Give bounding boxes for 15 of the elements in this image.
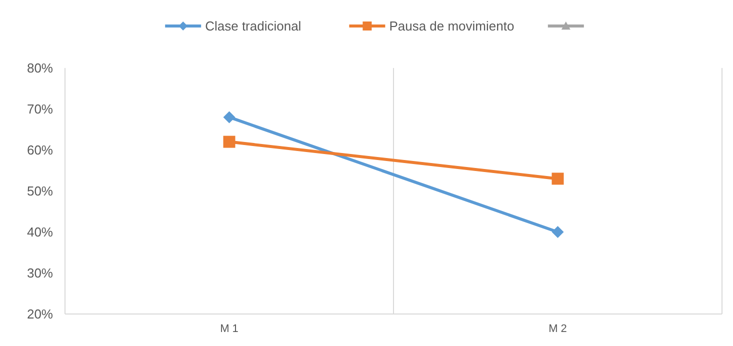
y-tick-label: 70% xyxy=(26,102,54,117)
y-tick-label: 20% xyxy=(26,306,54,322)
point xyxy=(552,172,564,185)
y-tick-label: 30% xyxy=(26,266,54,281)
point xyxy=(552,226,564,238)
legend-label: Clase tradicional xyxy=(205,18,302,34)
point xyxy=(223,136,236,148)
x-tick-label: M 2 xyxy=(548,323,567,335)
point xyxy=(223,111,236,124)
y-tick-label: 40% xyxy=(26,224,54,240)
x-tick-label: M 1 xyxy=(220,323,238,335)
y-tick-label: 60% xyxy=(26,142,54,158)
y-tick-label: 80% xyxy=(26,60,54,76)
y-tick-label: 50% xyxy=(26,184,54,199)
legend-label: Pausa de movimiento xyxy=(389,18,514,34)
